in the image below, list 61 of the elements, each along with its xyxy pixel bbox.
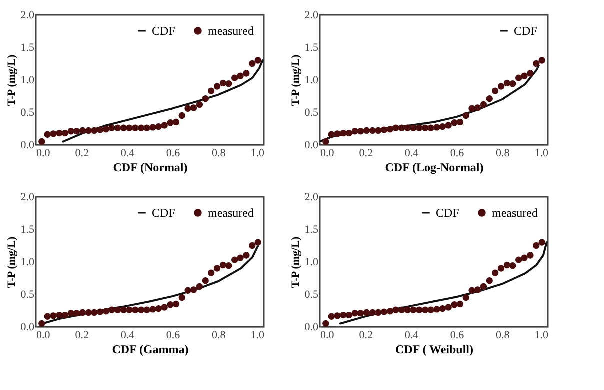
legend-label: measured: [492, 206, 538, 220]
x-axis-title: CDF (Normal): [113, 160, 188, 174]
y-tick-label: 0.0: [304, 322, 319, 334]
x-tick-label: 0.2: [75, 330, 89, 342]
x-tick-label: 0.4: [120, 330, 136, 342]
legend-label: CDF: [152, 24, 176, 38]
x-tick-label: 0.4: [404, 148, 420, 160]
y-tick-label: 2.0: [20, 10, 35, 22]
y-tick-label: 1.0: [304, 74, 319, 86]
x-tick-label: 0.0: [320, 330, 335, 342]
x-tick-label: 0.0: [320, 148, 335, 160]
y-tick-label: 1.5: [20, 42, 35, 54]
y-tick-label: 0.5: [304, 107, 319, 119]
legend-label: CDF: [514, 24, 538, 38]
y-tick-label: 1.0: [20, 74, 35, 86]
legend-label: CDF: [436, 206, 460, 220]
line-series: [340, 242, 548, 325]
line-series: [62, 60, 264, 143]
x-tick-label: 0.8: [496, 148, 510, 160]
x-tick-label: 0.6: [166, 330, 181, 342]
x-tick-label: 0.6: [450, 330, 465, 342]
legend-label: CDF: [152, 206, 176, 220]
x-tick-label: 0.6: [450, 148, 465, 160]
y-tick-label: 0.0: [20, 322, 35, 334]
x-tick-label: 0.8: [212, 330, 226, 342]
x-tick-label: 0.4: [404, 330, 420, 342]
x-tick-label: 0.0: [36, 148, 51, 160]
y-tick-label: 1.5: [304, 224, 319, 236]
legend-label: measured: [208, 206, 254, 220]
x-tick-label: 1.0: [250, 330, 265, 342]
y-tick-label: 0.5: [20, 107, 35, 119]
x-tick-label: 0.2: [359, 148, 373, 160]
x-tick-label: 1.0: [250, 148, 265, 160]
y-axis-title: T-P (mg/L): [290, 236, 302, 288]
y-tick-label: 1.0: [20, 256, 35, 268]
y-tick-label: 0.0: [304, 140, 319, 152]
legend-label: measured: [208, 24, 254, 38]
y-tick-label: 0.5: [20, 289, 35, 301]
y-tick-label: 1.5: [20, 224, 35, 236]
y-axis-title: T-P (mg/L): [6, 54, 18, 106]
x-tick-label: 0.8: [496, 330, 510, 342]
y-axis-title: T-P (mg/L): [290, 54, 302, 106]
y-tick-label: 2.0: [304, 192, 319, 204]
y-tick-label: 1.5: [304, 42, 319, 54]
y-tick-label: 0.5: [304, 289, 319, 301]
x-axis-title: CDF ( Weibull): [395, 342, 474, 356]
x-tick-label: 1.0: [534, 330, 549, 342]
x-tick-label: 0.6: [166, 148, 181, 160]
y-tick-label: 1.0: [304, 256, 319, 268]
x-tick-label: 0.4: [120, 148, 136, 160]
y-tick-label: 2.0: [20, 192, 35, 204]
x-axis-title: CDF (Log-Normal): [385, 160, 484, 174]
y-tick-label: 2.0: [304, 10, 319, 22]
x-tick-label: 0.2: [359, 330, 373, 342]
x-tick-label: 0.8: [212, 148, 226, 160]
y-axis-title: T-P (mg/L): [6, 236, 18, 288]
x-tick-label: 0.2: [75, 148, 89, 160]
x-tick-label: 1.0: [534, 148, 549, 160]
x-axis-title: CDF (Gamma): [112, 342, 189, 356]
x-tick-label: 0.0: [36, 330, 51, 342]
y-tick-label: 0.0: [20, 140, 35, 152]
